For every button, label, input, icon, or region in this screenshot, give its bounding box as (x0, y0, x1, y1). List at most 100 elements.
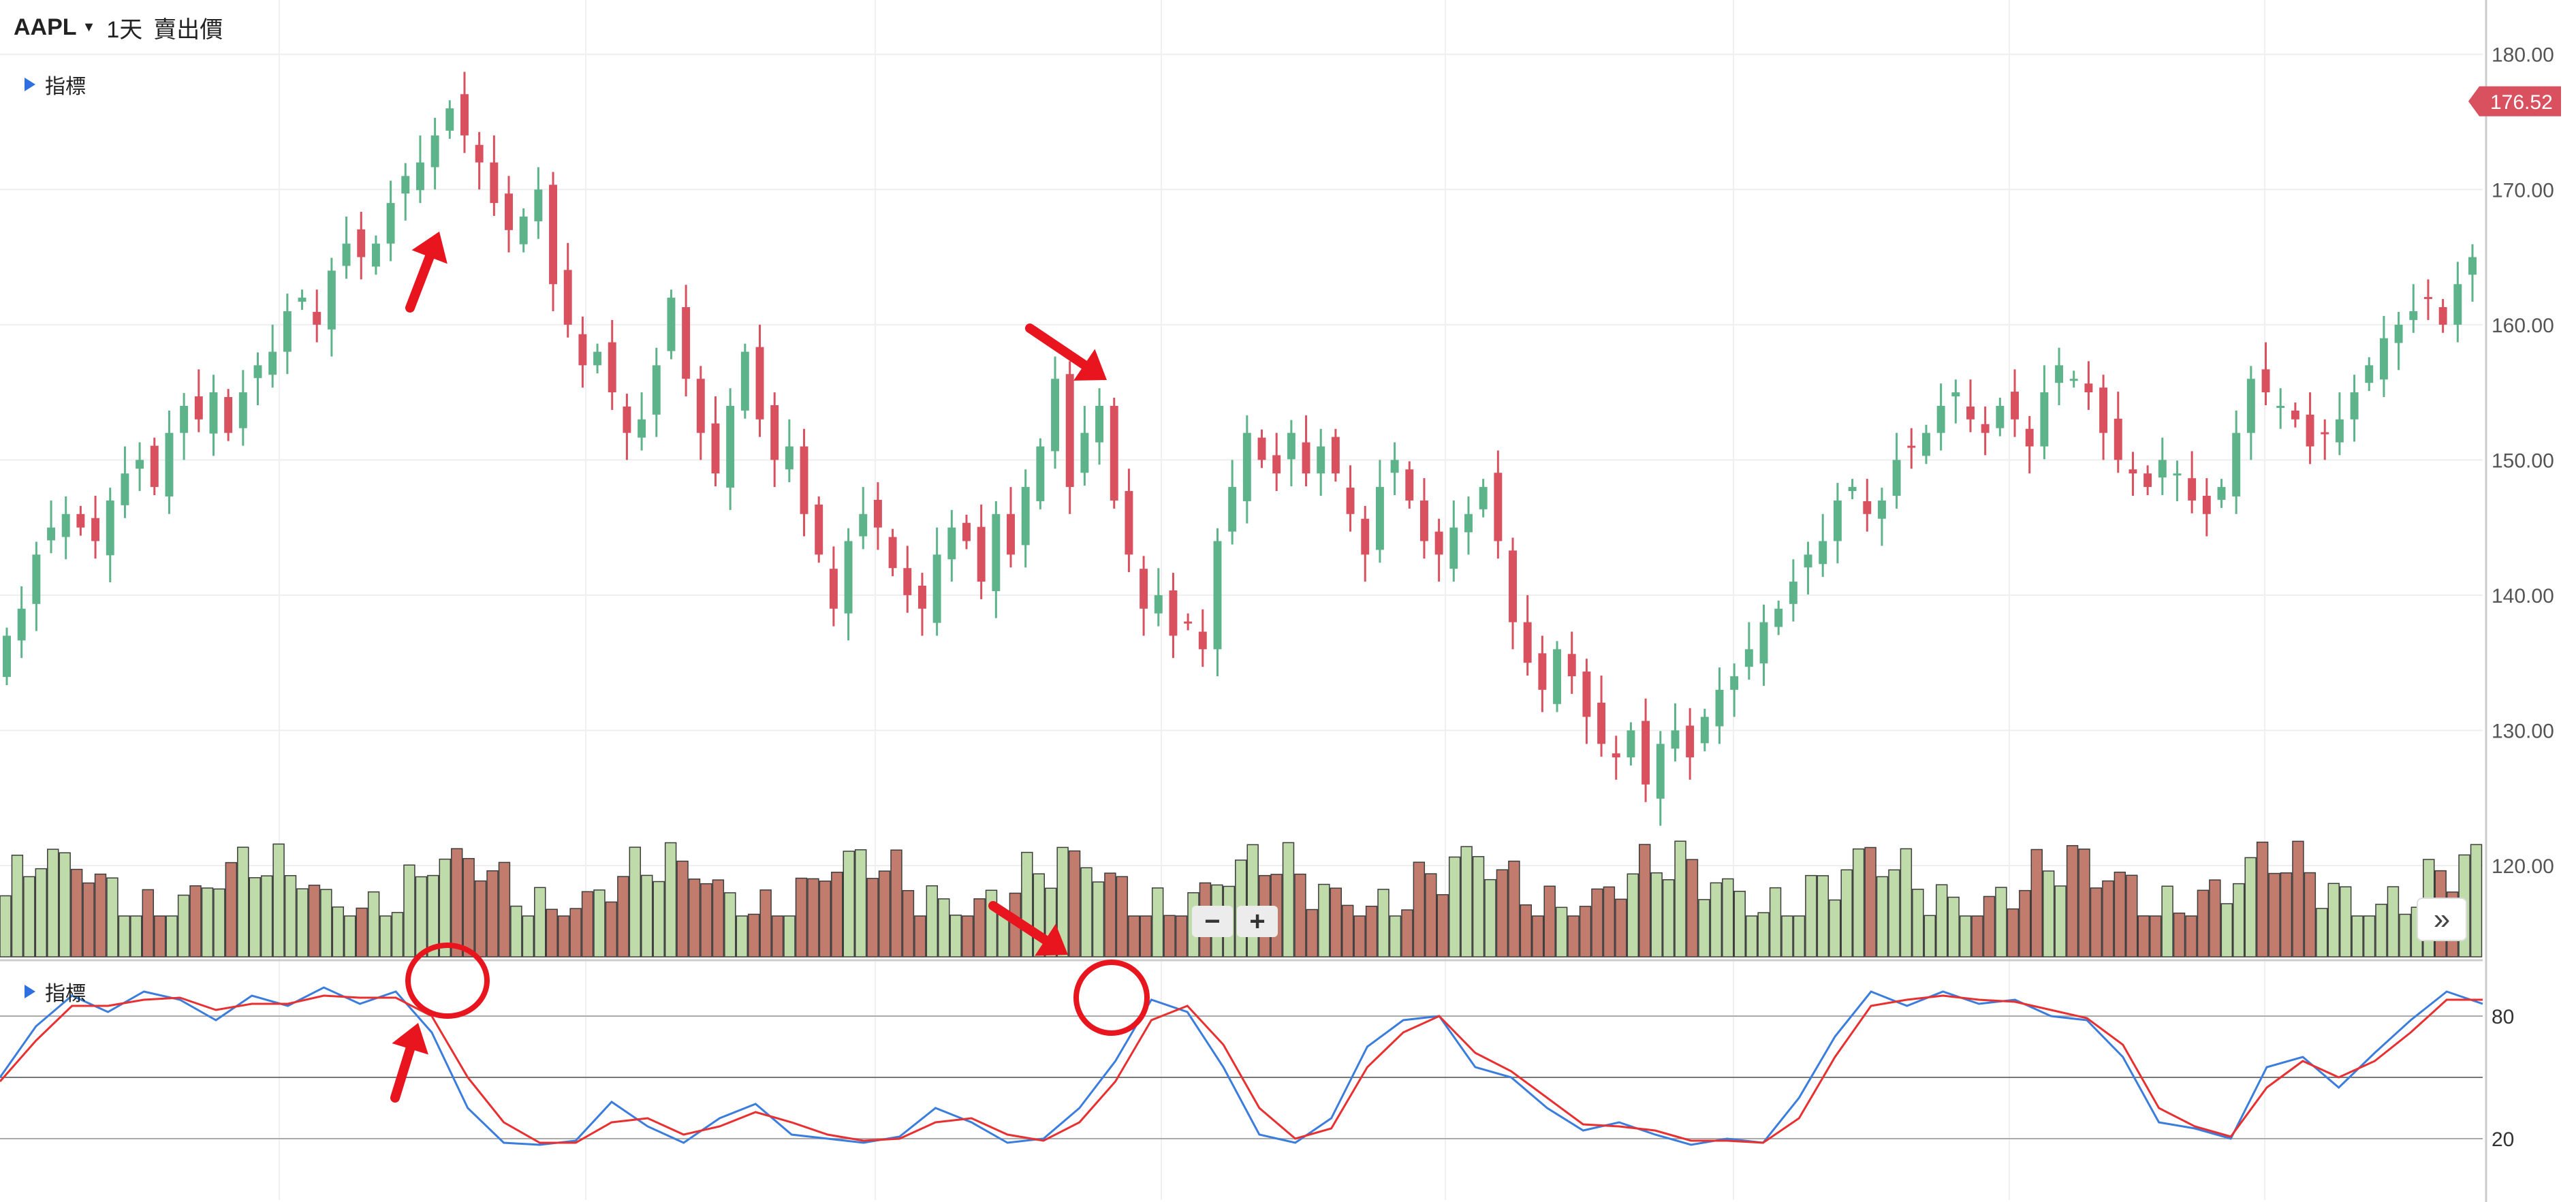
candle (224, 389, 233, 441)
last-price-tag: 176.52 (2468, 86, 2561, 116)
candle (1095, 388, 1104, 465)
volume-bar (47, 849, 59, 958)
candle (1419, 478, 1428, 559)
volume-bar (2078, 849, 2090, 958)
volume-bar (308, 885, 321, 958)
candle (505, 176, 513, 253)
candle (1257, 429, 1266, 469)
candle (2011, 369, 2019, 437)
candle (1686, 708, 1695, 780)
volume-bar (2114, 871, 2126, 958)
candle (2246, 366, 2255, 460)
symbol-label[interactable]: AAPL (14, 14, 77, 40)
candle (313, 289, 321, 343)
candle (696, 366, 705, 460)
candle (785, 419, 794, 483)
volume-bar (2030, 849, 2043, 958)
volume-bar (70, 868, 83, 958)
volume-bar (1650, 872, 1663, 958)
volume-bar (11, 855, 24, 958)
candle (1907, 428, 1916, 469)
volume-bar (1401, 909, 1413, 958)
candle (61, 496, 70, 560)
candle (1479, 479, 1488, 518)
volume-bar (1627, 873, 1639, 958)
volume-bar (1175, 915, 1188, 958)
volume-bar (106, 877, 119, 958)
volume-bar (1532, 915, 1544, 958)
indicators-toggle[interactable]: 指標 (19, 68, 91, 101)
volume-bar (1793, 915, 1806, 958)
volume-bar (807, 878, 819, 958)
volume-bar (2375, 904, 2387, 958)
symbol-dropdown-icon[interactable]: ▼ (82, 19, 96, 35)
volume-bar (1959, 915, 1972, 958)
volume-bar (724, 892, 736, 958)
candle (2173, 460, 2182, 501)
volume-bar (189, 885, 202, 958)
volume-bar (1567, 915, 1580, 958)
stoch-d-line (0, 994, 2483, 1144)
candle (1228, 460, 1237, 545)
volume-bar (1460, 846, 1473, 958)
volume-bar (320, 889, 332, 958)
volume-bar (94, 873, 107, 958)
volume-bar (641, 874, 653, 958)
oscillator-indicators-toggle[interactable]: 指標 (19, 975, 91, 1008)
volume-bar (1543, 885, 1556, 958)
zoom-in-button[interactable]: + (1237, 906, 1278, 937)
scroll-to-latest-button[interactable]: » (2417, 898, 2467, 941)
candle (1302, 415, 1310, 487)
candle (638, 392, 646, 451)
expand-triangle-icon (25, 78, 35, 91)
candle (1375, 460, 1384, 563)
candle (1272, 432, 1281, 492)
volume-bar (2399, 913, 2411, 958)
candlesticks (3, 72, 2477, 826)
candle (460, 72, 469, 153)
volume-bar (1579, 906, 1592, 958)
candle (1065, 361, 1074, 514)
volume-bar (546, 908, 558, 958)
volume-bar (759, 889, 772, 958)
volume-bar (605, 901, 618, 958)
candle (1936, 383, 1945, 451)
volume-bar (1508, 860, 1520, 958)
candle (1892, 432, 1901, 509)
volume-bar (1353, 915, 1366, 958)
volume-bar (914, 915, 926, 958)
volume-bar (1306, 908, 1319, 958)
price-tick-label: 120.00 (2492, 855, 2554, 878)
zoom-out-button[interactable]: − (1192, 906, 1233, 937)
candle (445, 100, 454, 139)
volume-bar (1805, 874, 1817, 958)
candle (1242, 415, 1251, 524)
volume-bar (1555, 906, 1568, 958)
volume-bar (1781, 915, 1793, 958)
candle (327, 257, 336, 357)
candle (180, 393, 189, 460)
candle (194, 369, 203, 432)
volume-bar (2316, 908, 2328, 958)
volume-bar (249, 877, 261, 958)
volume-bar (1092, 881, 1105, 958)
candle (3, 627, 11, 685)
volume-bar (486, 870, 499, 958)
volume-bar (237, 847, 249, 958)
candle (150, 437, 159, 495)
candle (2025, 415, 2034, 474)
volume-bar (142, 889, 154, 958)
candle (490, 135, 499, 216)
candle (1287, 420, 1295, 487)
price-type-label[interactable]: 賣出價 (153, 16, 223, 43)
interval-label[interactable]: 1天 (106, 16, 143, 43)
candle (1966, 379, 1975, 432)
volume-bar (1912, 889, 1924, 958)
candle (2099, 375, 2108, 460)
volume-bar (1341, 904, 1354, 958)
candle (2291, 402, 2299, 428)
candle (534, 167, 543, 239)
volume-bar (1282, 842, 1295, 958)
